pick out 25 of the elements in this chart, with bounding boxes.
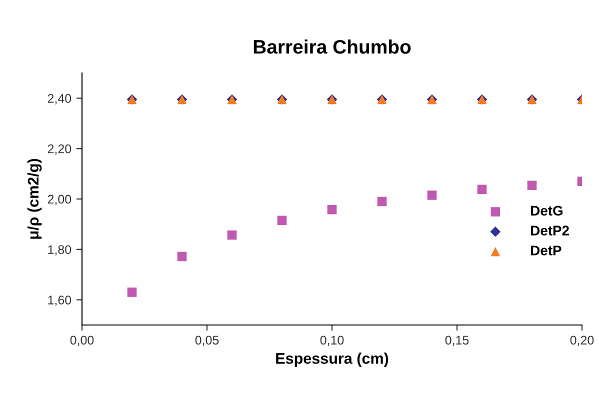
point xyxy=(277,216,287,226)
legend-label: DetP xyxy=(531,246,562,256)
legend-label: DetG xyxy=(531,206,562,216)
x-tick-label: 0,15 xyxy=(445,336,469,346)
y-axis-title: μ/ρ (cm2/g) xyxy=(27,158,42,239)
y-tick-label: 2,20 xyxy=(48,144,72,155)
point xyxy=(227,230,237,240)
x-axis-title: Espessura (cm) xyxy=(276,352,388,367)
y-tick-label: 1,80 xyxy=(48,245,72,256)
x-tick-label: 0,00 xyxy=(70,336,94,346)
y-tick-label: 2,40 xyxy=(48,94,72,104)
point xyxy=(127,288,137,297)
point xyxy=(477,184,487,194)
legend-label: DetP2 xyxy=(531,226,569,236)
y-tick-label: 2,00 xyxy=(48,194,72,206)
y-tick-label: 1,60 xyxy=(48,296,72,306)
point xyxy=(327,204,337,214)
point xyxy=(377,196,387,206)
point xyxy=(527,180,537,190)
x-tick-label: 0,05 xyxy=(195,336,219,346)
point xyxy=(427,190,437,200)
point xyxy=(177,252,187,262)
chart-title: Barreira Chumbo xyxy=(254,39,411,54)
x-tick-label: 0,10 xyxy=(320,336,344,346)
x-tick-label: 0,20 xyxy=(570,336,594,346)
